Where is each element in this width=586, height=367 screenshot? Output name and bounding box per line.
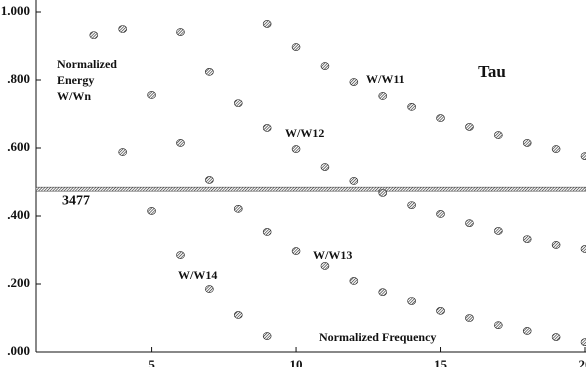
point [118,148,127,156]
y-tick-label: 1.000 [1,3,30,18]
y-tick-label: .200 [7,275,30,290]
point [89,31,99,39]
point [522,327,532,335]
point [551,333,561,341]
point [378,92,388,100]
point [320,62,330,70]
point [262,20,272,28]
point [494,321,503,329]
point [551,145,561,153]
annotation: Energy [57,73,94,87]
point [580,152,586,160]
point [118,25,127,33]
x-tick-label: 20 [579,357,586,367]
point [465,123,474,131]
point [233,205,243,213]
point [262,228,272,236]
point [176,251,185,259]
annotation: W/W14 [178,268,217,282]
point [349,177,359,185]
reference-label: 3477 [62,193,90,208]
point [205,176,214,184]
point [320,163,330,171]
point [262,332,272,340]
point [551,241,561,249]
point [176,139,185,147]
annotation: W/W11 [366,72,405,86]
point [580,245,586,253]
point [494,131,503,139]
annotation: W/W12 [285,126,324,140]
point [349,78,359,86]
point [205,68,214,76]
y-tick-label: .400 [7,207,30,222]
point [147,91,156,99]
point [320,262,330,270]
point [522,235,532,243]
y-tick-label: .600 [7,139,30,154]
annotation: W/Wn [57,89,91,103]
point [291,43,301,51]
x-tick-label: 5 [148,357,155,367]
x-tick-label: 15 [434,357,448,367]
point [291,247,301,255]
y-tick-label: .800 [7,71,30,86]
point [465,219,474,227]
point [262,124,272,132]
point [580,338,586,346]
chart-title: Tau [478,62,506,81]
point [436,210,445,218]
reference-line [35,186,586,192]
point [176,28,185,36]
annotation: Normalized Frequency [319,330,436,344]
point [291,145,301,153]
point [522,139,532,147]
point [233,311,243,319]
point [494,227,503,235]
point [378,288,388,296]
point [349,277,359,285]
point [436,114,445,122]
point [407,297,416,305]
annotation: Normalized [57,57,117,71]
y-tick-label: .000 [7,343,30,358]
x-tick-label: 10 [290,357,303,367]
point [205,285,214,293]
point [147,207,156,215]
point [436,307,445,315]
annotation: W/W13 [313,248,352,262]
point [407,103,416,111]
point [378,189,388,197]
point [407,201,416,209]
point [465,314,474,322]
point [233,99,243,107]
